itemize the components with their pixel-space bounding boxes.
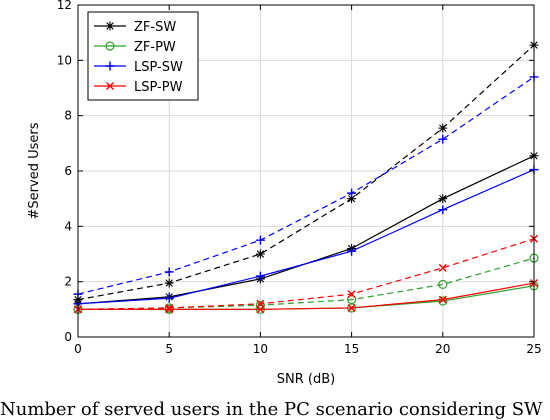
series-zf-pw-dashed — [73, 253, 539, 314]
legend-label: ZF-SW — [134, 20, 176, 35]
data-point-star — [255, 249, 265, 259]
y-tick-label: 2 — [64, 275, 72, 289]
data-point-star — [438, 194, 448, 204]
data-point-plus — [347, 188, 357, 198]
legend-item-zf-sw: ZF-SW — [94, 20, 176, 35]
series-line — [77, 169, 535, 305]
data-point-x — [347, 290, 356, 299]
data-point-circle — [438, 279, 448, 290]
series-lsp-sw-dashed — [73, 72, 539, 299]
y-tick-label: 10 — [57, 53, 72, 67]
data-point-circle — [438, 296, 448, 306]
data-point-circle — [347, 295, 357, 305]
legend-item-lsp-sw: LSP-SW — [94, 60, 183, 75]
y-tick-label: 4 — [64, 219, 72, 233]
x-tick-label: 20 — [435, 342, 450, 356]
y-tick-label: 8 — [64, 109, 72, 123]
data-point-x — [347, 303, 356, 312]
data-point-star — [438, 123, 448, 133]
series-line — [77, 44, 535, 301]
data-point-x — [165, 303, 174, 312]
legend-label: LSP-SW — [134, 60, 183, 75]
y-tick-label: 0 — [64, 330, 72, 344]
data-point-plus — [255, 271, 265, 281]
series-line — [78, 285, 535, 310]
data-point-plus — [164, 267, 174, 277]
data-point-x — [256, 299, 265, 308]
data-point-x — [106, 82, 114, 90]
data-point-plus — [347, 246, 357, 256]
x-axis-label: SNR (dB) — [277, 372, 335, 387]
x-tick-label: 15 — [344, 342, 359, 356]
data-point-circle — [105, 41, 115, 51]
data-point-plus — [255, 235, 265, 245]
y-tick-label: 6 — [64, 164, 72, 178]
legend: ZF-SW ZF-PW LSP-SW LSP-PW — [87, 11, 199, 101]
series-line — [77, 76, 535, 295]
y-axis-label: #Served Users — [27, 122, 42, 219]
legend-item-zf-pw: ZF-PW — [94, 40, 176, 55]
legend-item-lsp-pw: LSP-PW — [94, 80, 183, 95]
data-point-star — [105, 21, 115, 31]
legend-label: ZF-PW — [134, 40, 176, 55]
x-tick-label: 10 — [253, 342, 268, 356]
x-tick-label: 5 — [165, 342, 173, 356]
data-point-star — [164, 278, 174, 288]
data-point-x — [438, 295, 447, 304]
figure-caption: Number of served users in the PC scenari… — [0, 399, 543, 420]
legend-label: LSP-PW — [134, 80, 183, 95]
ticks: 0 5 10 15 20 25 0 2 4 6 8 10 12 — [57, 0, 542, 356]
data-point-x — [438, 263, 447, 272]
line-chart: 0 5 10 15 20 25 0 2 4 6 8 10 12 SNR (dB) #Served Use… — [27, 0, 542, 387]
series-line — [77, 238, 535, 310]
data-point-star — [347, 194, 357, 204]
data-point-x — [165, 305, 174, 314]
series-line — [78, 282, 535, 310]
series-lsp-pw-dashed — [74, 234, 538, 314]
data-point-plus — [164, 293, 174, 303]
x-tick-label: 25 — [526, 342, 541, 356]
y-tick-label: 12 — [57, 0, 72, 12]
legend-box — [87, 11, 199, 101]
data-point-plus — [105, 61, 115, 71]
data-point-plus — [438, 205, 448, 215]
x-tick-label: 0 — [74, 342, 82, 356]
data-point-plus — [438, 134, 448, 144]
series-zf-sw-solid — [73, 151, 539, 309]
series-line — [77, 257, 535, 310]
